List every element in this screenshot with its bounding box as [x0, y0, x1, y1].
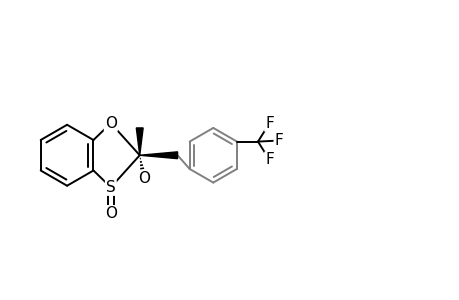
Text: F: F	[274, 133, 283, 148]
Text: O: O	[105, 206, 117, 221]
Text: F: F	[264, 116, 273, 131]
Text: S: S	[106, 180, 116, 195]
Text: O: O	[105, 116, 117, 131]
Text: O: O	[138, 171, 150, 186]
Polygon shape	[140, 152, 177, 159]
Polygon shape	[136, 128, 143, 155]
Text: F: F	[264, 152, 273, 167]
